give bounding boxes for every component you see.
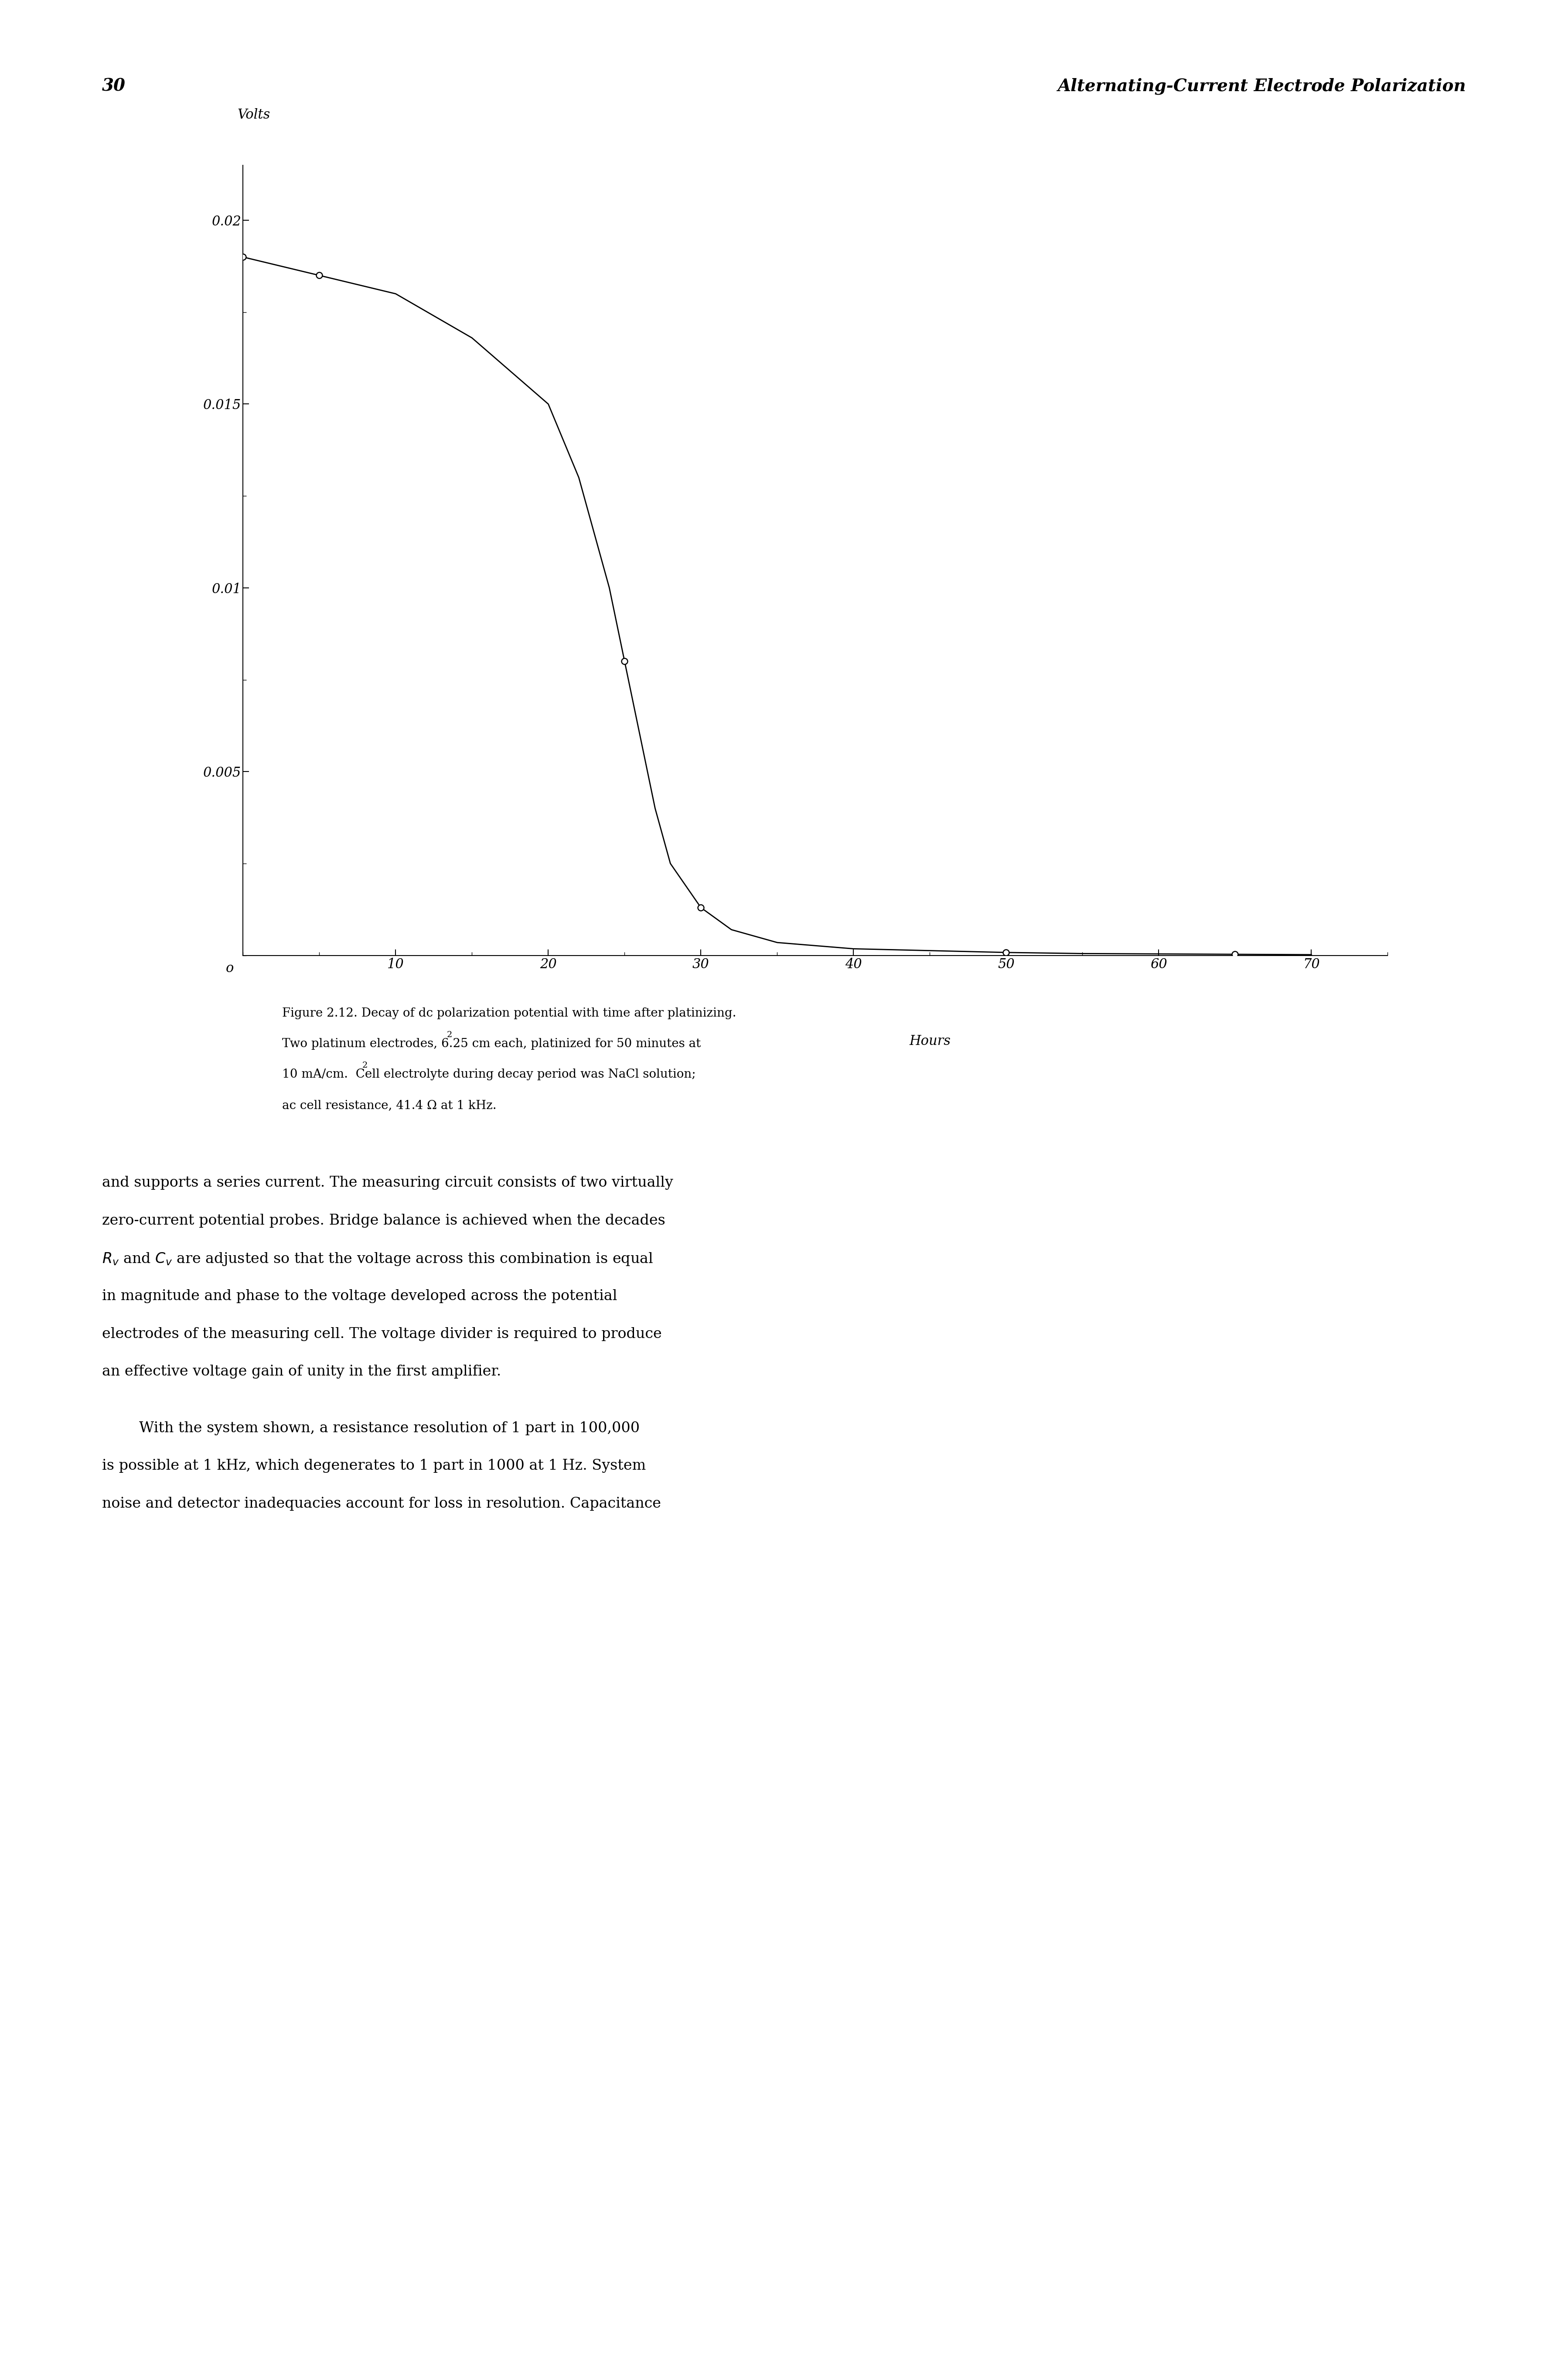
Text: 2: 2 xyxy=(362,1062,367,1069)
Text: electrodes of the measuring cell. The voltage divider is required to produce: electrodes of the measuring cell. The vo… xyxy=(102,1326,662,1340)
Text: ac cell resistance, 41.4 Ω at 1 kHz.: ac cell resistance, 41.4 Ω at 1 kHz. xyxy=(282,1099,497,1111)
Text: 10 mA/cm.  Cell electrolyte during decay period was NaCl solution;: 10 mA/cm. Cell electrolyte during decay … xyxy=(282,1069,696,1080)
Text: o: o xyxy=(226,962,234,974)
Text: zero-current potential probes. Bridge balance is achieved when the decades: zero-current potential probes. Bridge ba… xyxy=(102,1215,665,1227)
Text: With the system shown, a resistance resolution of 1 part in 100,000: With the system shown, a resistance reso… xyxy=(102,1420,640,1434)
Text: noise and detector inadequacies account for loss in resolution. Capacitance: noise and detector inadequacies account … xyxy=(102,1498,662,1510)
Text: and supports a series current. The measuring circuit consists of two virtually: and supports a series current. The measu… xyxy=(102,1175,673,1189)
Text: an effective voltage gain of unity in the first amplifier.: an effective voltage gain of unity in th… xyxy=(102,1364,502,1378)
Text: 2: 2 xyxy=(447,1031,452,1038)
Text: Alternating-Current Electrode Polarization: Alternating-Current Electrode Polarizati… xyxy=(1058,78,1466,94)
Text: is possible at 1 kHz, which degenerates to 1 part in 1000 at 1 Hz. System: is possible at 1 kHz, which degenerates … xyxy=(102,1458,646,1472)
Text: 30: 30 xyxy=(102,78,125,94)
Text: in magnitude and phase to the voltage developed across the potential: in magnitude and phase to the voltage de… xyxy=(102,1288,618,1302)
Text: Two platinum electrodes, 6.25 cm each, platinized for 50 minutes at: Two platinum electrodes, 6.25 cm each, p… xyxy=(282,1038,701,1050)
Text: Volts: Volts xyxy=(237,109,270,123)
Text: $R_v$ and $C_v$ are adjusted so that the voltage across this combination is equa: $R_v$ and $C_v$ are adjusted so that the… xyxy=(102,1250,654,1267)
Text: Figure 2.12. Decay of dc polarization potential with time after platinizing.: Figure 2.12. Decay of dc polarization po… xyxy=(282,1007,737,1019)
Text: Hours: Hours xyxy=(909,1033,950,1047)
